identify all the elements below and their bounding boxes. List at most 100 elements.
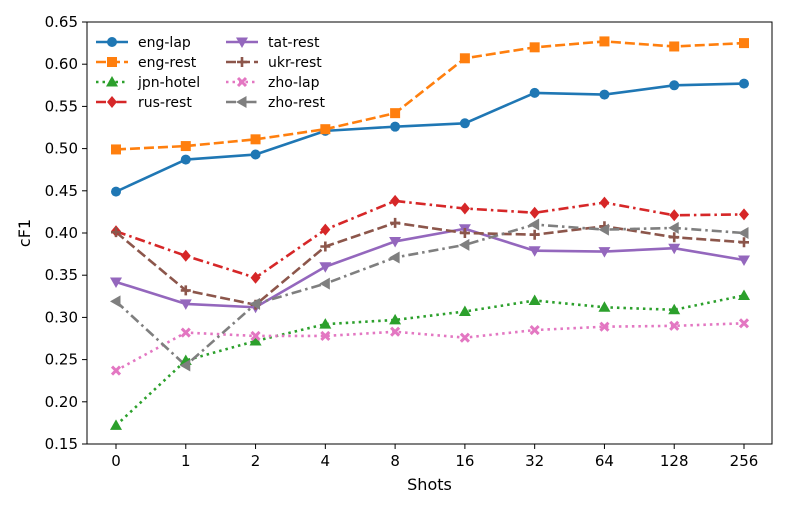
- data-point-zho-lap: [180, 327, 191, 338]
- series-line-zho-lap: [115, 322, 745, 372]
- data-point-jpn-hotel: [668, 303, 681, 315]
- data-point-eng-lap: [739, 78, 749, 89]
- data-point-ukr-rest: [459, 228, 470, 238]
- data-point-zho-rest: [110, 295, 121, 308]
- x-tick-label: 32: [525, 452, 544, 470]
- data-point-ukr-rest: [390, 217, 401, 228]
- legend-item-ukr-rest: ukr-rest: [226, 55, 322, 71]
- data-point-jpn-hotel: [249, 335, 262, 346]
- x-tick-label: 0: [111, 452, 121, 470]
- data-point-eng-lap: [390, 121, 401, 132]
- y-tick-label: 0.30: [45, 308, 78, 326]
- legend-label: eng-rest: [138, 55, 197, 71]
- y-tick-label: 0.35: [45, 266, 78, 284]
- data-point-jpn-hotel: [528, 294, 541, 306]
- data-point-ukr-rest: [180, 285, 191, 296]
- y-tick-label: 0.55: [45, 97, 78, 115]
- data-point-zho-rest: [179, 359, 191, 372]
- data-point-eng-rest: [320, 124, 331, 135]
- legend-label: jpn-hotel: [137, 75, 200, 91]
- legend-marker: [107, 37, 117, 47]
- data-point-zho-lap: [320, 330, 331, 342]
- x-tick-label: 16: [455, 452, 474, 470]
- x-axis-label: Shots: [407, 475, 452, 494]
- data-point-eng-lap: [669, 80, 680, 91]
- legend-label: eng-lap: [138, 35, 191, 51]
- data-point-zho-lap: [669, 320, 680, 331]
- x-tick-label: 4: [321, 452, 331, 470]
- y-tick-label: 0.45: [45, 182, 78, 200]
- x-tick-label: 8: [390, 452, 400, 470]
- data-point-eng-lap: [111, 186, 121, 197]
- y-tick-label: 0.25: [45, 351, 78, 369]
- legend-item-zho-lap: zho-lap: [226, 75, 320, 91]
- x-tick-label: 256: [730, 452, 759, 470]
- data-point-zho-lap: [599, 321, 610, 332]
- data-point-rus-rest: [529, 206, 540, 219]
- data-point-tat-rest: [179, 299, 192, 310]
- data-point-jpn-hotel: [458, 305, 471, 316]
- data-point-jpn-hotel: [598, 301, 611, 312]
- x-tick-label: 2: [251, 452, 261, 470]
- data-point-eng-rest: [250, 134, 261, 145]
- data-point-tat-rest: [668, 243, 681, 255]
- y-tick-label: 0.20: [45, 393, 78, 411]
- y-tick-label: 0.50: [45, 140, 78, 158]
- legend-marker: [107, 57, 117, 67]
- data-point-rus-rest: [599, 196, 610, 209]
- data-point-jpn-hotel: [110, 419, 122, 430]
- data-point-zho-rest: [738, 227, 749, 239]
- data-point-zho-lap: [390, 326, 401, 337]
- legend-label: zho-lap: [268, 75, 320, 91]
- data-point-rus-rest: [459, 202, 470, 215]
- data-point-zho-lap: [459, 332, 470, 343]
- data-point-ukr-rest: [320, 241, 331, 252]
- x-axis: 0 1 2 4 8 16 32 64 128 256: [111, 444, 758, 470]
- data-point-zho-rest: [458, 238, 470, 251]
- data-point-tat-rest: [110, 277, 122, 288]
- legend-marker: [106, 76, 118, 87]
- x-tick-label: 1: [181, 452, 191, 470]
- data-point-jpn-hotel: [319, 318, 332, 329]
- data-point-eng-rest: [180, 141, 191, 152]
- series-line-eng-lap: [115, 82, 745, 193]
- y-tick-label: 0.15: [45, 435, 78, 453]
- data-point-tat-rest: [738, 255, 750, 267]
- data-point-zho-rest: [528, 218, 540, 231]
- series-line-eng-rest: [115, 40, 745, 151]
- legend-label: tat-rest: [268, 35, 320, 51]
- plot-markers: [110, 36, 750, 430]
- data-point-eng-lap: [459, 118, 470, 129]
- data-point-eng-rest: [390, 108, 401, 119]
- data-point-rus-rest: [320, 223, 331, 236]
- data-point-eng-rest: [739, 38, 749, 49]
- legend-marker: [237, 57, 247, 67]
- x-tick-label: 128: [660, 452, 689, 470]
- series-line-ukr-rest: [115, 221, 745, 307]
- series-line-tat-rest: [115, 227, 745, 309]
- data-point-rus-rest: [669, 209, 680, 222]
- legend-item-zho-rest: zho-rest: [226, 95, 325, 111]
- data-point-zho-rest: [598, 223, 609, 236]
- data-point-jpn-hotel: [389, 313, 402, 325]
- data-point-eng-rest: [111, 144, 121, 155]
- data-point-zho-lap: [738, 318, 750, 329]
- data-point-tat-rest: [598, 247, 611, 258]
- y-tick-label: 0.40: [45, 224, 78, 242]
- data-point-ukr-rest: [669, 232, 680, 243]
- data-point-zho-lap: [250, 330, 261, 342]
- data-point-ukr-rest: [739, 237, 749, 248]
- plot-lines: [115, 40, 745, 427]
- data-point-zho-lap: [110, 365, 122, 376]
- legend: eng-lap eng-rest jpn-hotel rus-rest tat-rest…: [96, 35, 325, 111]
- series-line-zho-rest: [115, 223, 745, 367]
- data-point-eng-rest: [459, 53, 470, 64]
- legend-marker: [107, 96, 117, 108]
- y-axis: 0.15 0.20 0.25 0.30 0.35 0.40 0.45 0.50 0.55 0.60…: [45, 13, 87, 453]
- data-point-rus-rest: [180, 249, 191, 262]
- legend-marker: [236, 37, 248, 48]
- data-point-zho-rest: [668, 221, 679, 234]
- data-point-tat-rest: [319, 262, 332, 273]
- legend-item-rus-rest: rus-rest: [96, 95, 192, 111]
